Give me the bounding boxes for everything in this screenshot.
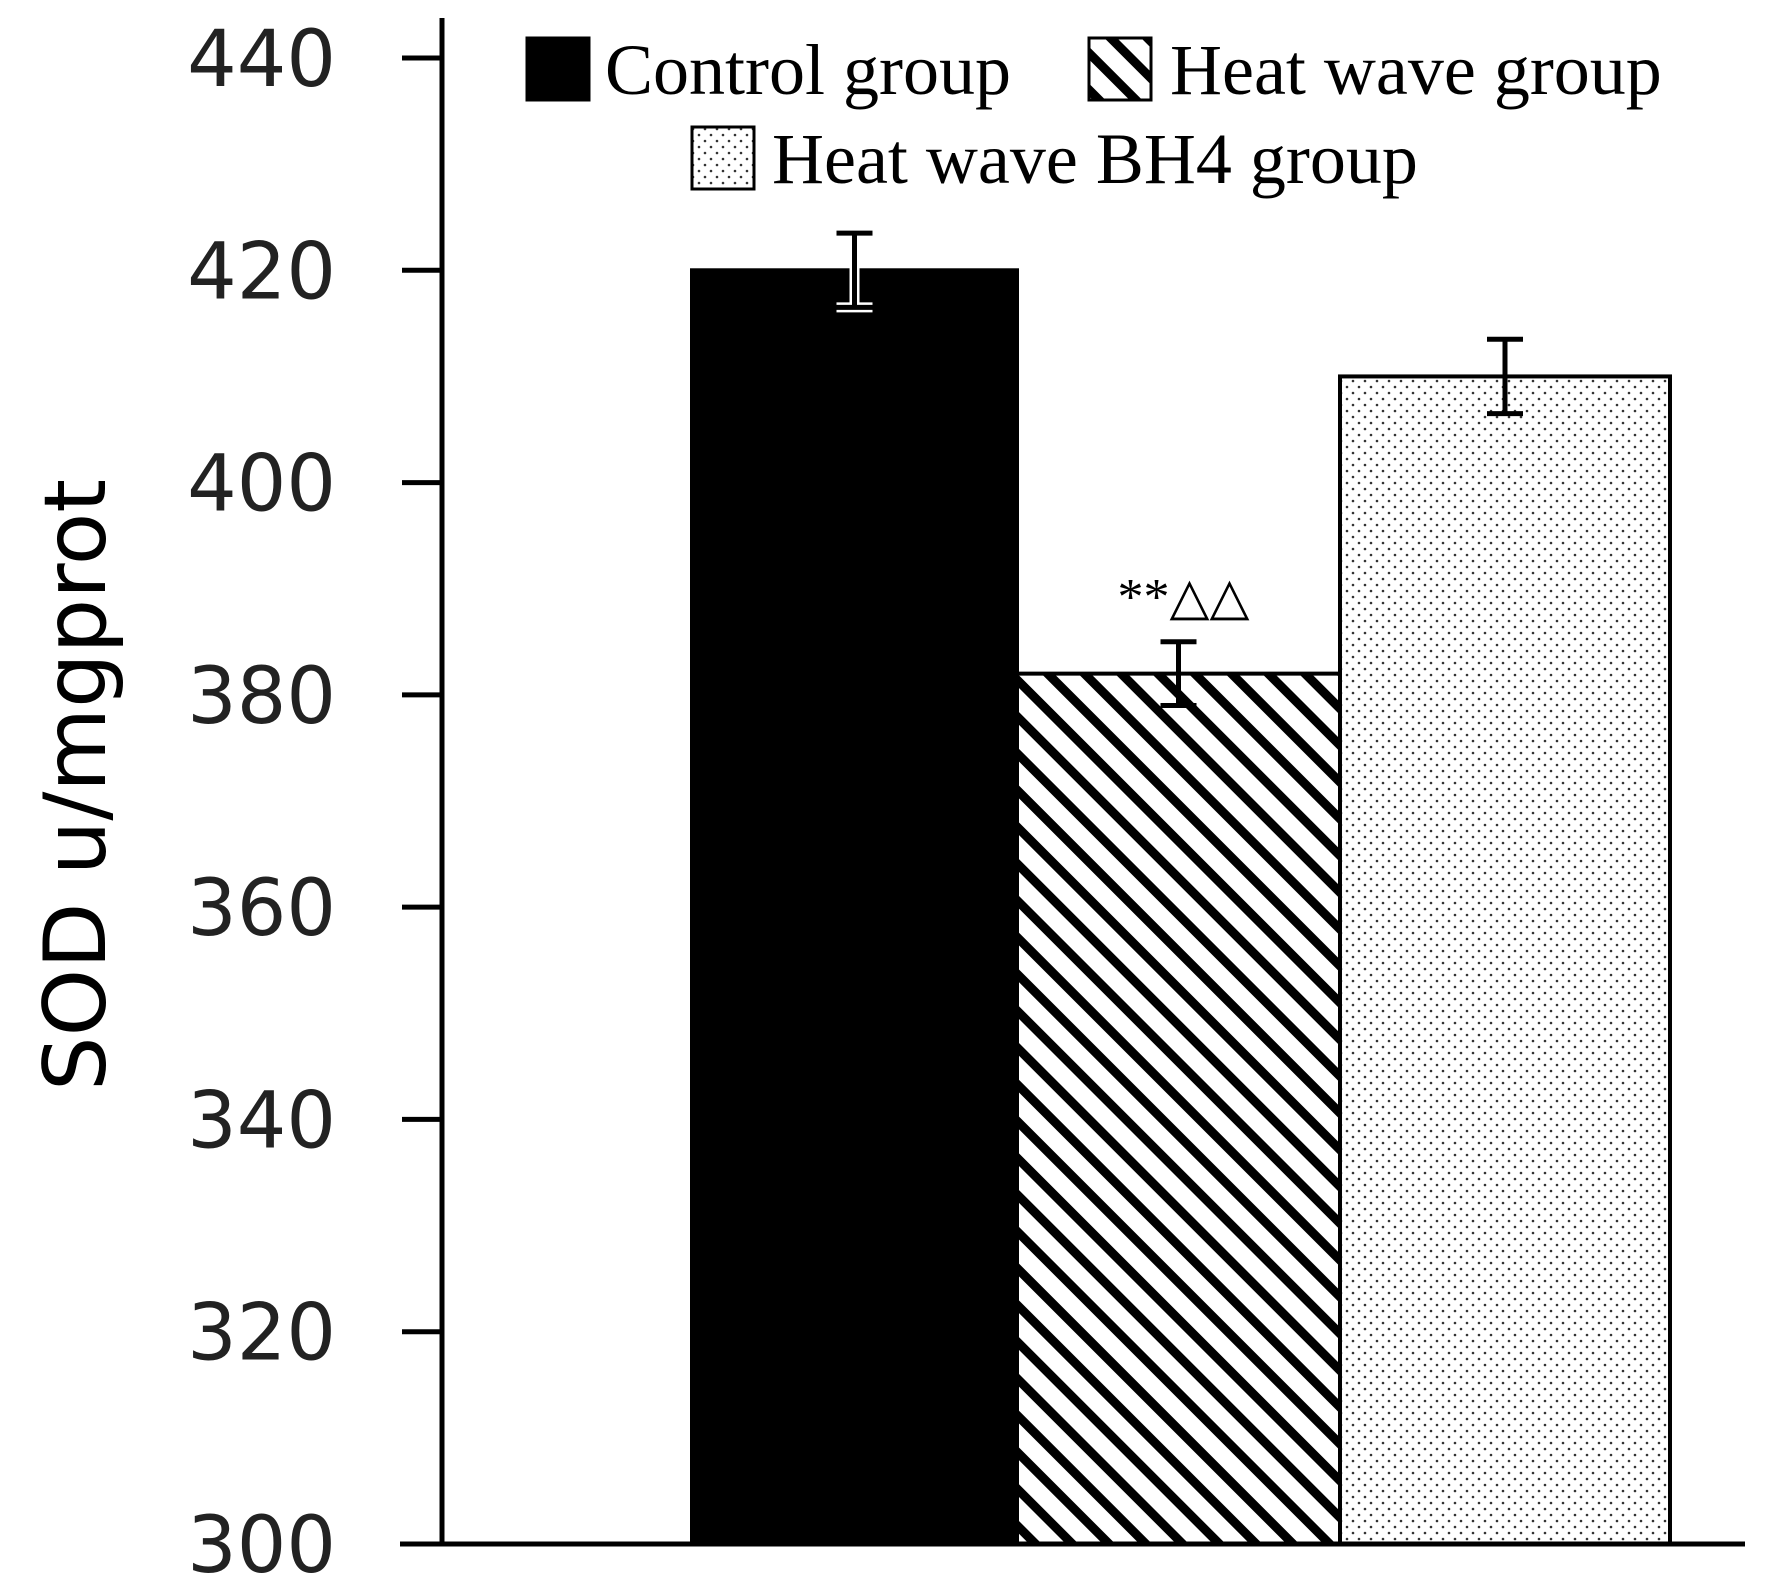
y-tick-label: 300	[187, 1501, 336, 1576]
y-tick-label: 400	[187, 440, 336, 530]
y-tick-label: 440	[187, 15, 336, 105]
y-axis-title-group: SOD u/mgprot	[26, 479, 126, 1091]
error-bar-heat-wave-bh4	[1487, 336, 1523, 417]
y-axis-ticks: 440 420 400 380 360 340 320 300	[187, 15, 442, 1576]
bars	[690, 268, 1672, 1546]
error-bar-heat-wave	[1160, 639, 1197, 708]
error-bar-control	[836, 230, 873, 313]
y-tick-label: 380	[187, 652, 336, 742]
y-tick-label: 360	[187, 864, 336, 954]
y-tick-label: 340	[187, 1076, 336, 1166]
bar-heat-wave-bh4	[1338, 374, 1672, 1546]
legend: Control group Heat wave group Heat wave …	[490, 20, 1735, 225]
bar-heat-wave	[1015, 671, 1342, 1546]
legend-label-heat-wave: Heat wave group	[1170, 30, 1662, 110]
y-tick-label: 320	[187, 1289, 336, 1379]
y-tick-label: 420	[187, 227, 336, 317]
error-bars	[836, 230, 1523, 708]
legend-swatch-heat-wave-bh4	[690, 125, 756, 191]
legend-swatch-control	[525, 36, 591, 102]
legend-swatch-heat-wave	[1087, 36, 1153, 102]
significance-annotation: **△△	[1118, 569, 1250, 626]
legend-label-heat-wave-bh4: Heat wave BH4 group	[772, 119, 1418, 199]
legend-label-control: Control group	[605, 30, 1011, 110]
y-axis-title: SOD u/mgprot	[26, 479, 126, 1091]
bar-control	[690, 268, 1019, 1546]
annotations: **△△	[1118, 569, 1250, 626]
